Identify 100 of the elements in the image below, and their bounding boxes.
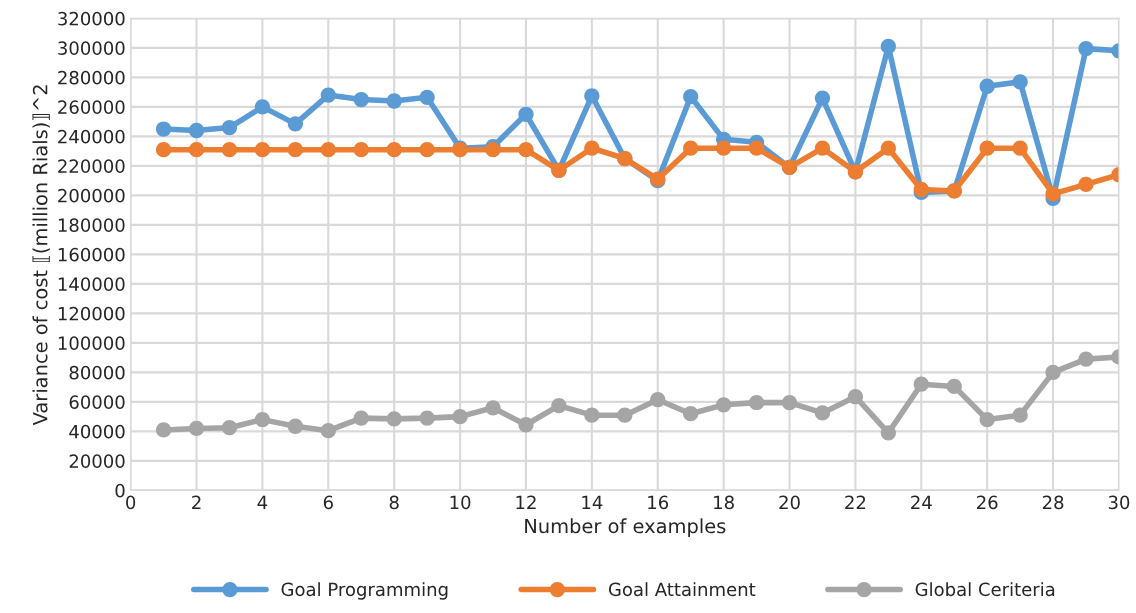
y-tick-label: 0: [115, 483, 125, 498]
point: [1012, 140, 1028, 156]
point: [254, 99, 271, 115]
point: [287, 142, 303, 158]
x-tick-label: 30: [1108, 495, 1130, 510]
y-tick-label: 20000: [69, 454, 125, 469]
point: [221, 119, 238, 136]
x-tick-label: 2: [192, 495, 201, 509]
point: [1045, 186, 1061, 202]
point: [320, 87, 336, 103]
point: [419, 410, 435, 426]
point: [1078, 351, 1094, 367]
x-tick-label: 8: [389, 495, 399, 510]
point: [353, 142, 369, 158]
point: [254, 411, 271, 428]
y-tick-label: 80000: [69, 365, 125, 380]
point: [584, 140, 600, 156]
point: [1012, 74, 1028, 90]
point: [155, 142, 172, 158]
point: [814, 90, 831, 106]
point: [353, 91, 369, 108]
point: [946, 378, 962, 395]
point: [320, 142, 336, 158]
y-tick-label: 300000: [58, 41, 125, 56]
point: [814, 405, 831, 421]
y-tick-label: 220000: [58, 159, 125, 174]
point: [979, 411, 995, 428]
y-tick-label: 100000: [58, 336, 125, 351]
point: [386, 411, 402, 427]
point: [287, 116, 303, 132]
point: [880, 140, 896, 156]
y-tick-label: 260000: [58, 100, 125, 115]
point: [419, 89, 435, 105]
point: [683, 88, 699, 105]
point: [748, 395, 765, 411]
y-tick-label: 180000: [58, 218, 125, 233]
point: [518, 417, 534, 433]
point: [386, 142, 402, 158]
point: [1078, 40, 1094, 57]
point: [748, 140, 765, 156]
point: [551, 397, 567, 414]
point: [617, 407, 633, 423]
x-tick-label: 18: [714, 495, 734, 510]
point: [155, 121, 172, 137]
point: [584, 88, 600, 104]
point: [518, 106, 534, 122]
point: [781, 395, 798, 411]
y-tick-label: 60000: [69, 395, 125, 410]
point: [221, 420, 238, 436]
point: [320, 423, 336, 439]
point: [1045, 364, 1061, 381]
point: [485, 400, 501, 416]
point: [452, 409, 468, 425]
point: [979, 140, 995, 156]
point: [254, 142, 271, 158]
point: [188, 142, 205, 158]
point: [353, 410, 369, 426]
y-tick-label: 40000: [69, 424, 125, 439]
point: [979, 78, 995, 94]
x-axis-title: Number of examples: [525, 518, 726, 538]
point: [715, 140, 732, 156]
x-tick-label: 4: [257, 495, 268, 509]
point: [880, 38, 896, 55]
point: [1078, 176, 1094, 192]
y-tick-label: 160000: [58, 247, 125, 262]
point: [847, 389, 864, 405]
point: [221, 142, 238, 158]
point: [880, 425, 896, 441]
x-tick-label: 28: [1042, 495, 1064, 510]
x-tick-label: 6: [323, 495, 333, 510]
y-tick-label: 200000: [58, 188, 125, 203]
x-tick-label: 0: [126, 495, 136, 510]
x-tick-label: 16: [648, 495, 669, 510]
x-tick-label: 26: [977, 495, 998, 510]
legend-label: Global Ceriteria: [915, 582, 1055, 597]
x-tick-label: 14: [582, 495, 603, 509]
x-tick-label: 24: [911, 495, 932, 509]
legend-label: Goal Programming: [281, 582, 448, 600]
y-tick-label: 280000: [58, 70, 125, 85]
x-tick-label: 20: [779, 495, 800, 510]
point: [155, 422, 172, 438]
point: [913, 376, 929, 392]
x-tick-label: 12: [516, 495, 536, 509]
point: [518, 142, 534, 158]
point: [287, 418, 303, 434]
point: [584, 407, 600, 423]
y-tick-label: 240000: [58, 129, 125, 144]
y-tick-label: 320000: [58, 11, 125, 26]
x-tick-label: 22: [845, 495, 866, 509]
point: [715, 397, 732, 413]
point: [188, 122, 205, 139]
point: [650, 392, 666, 408]
point: [419, 142, 435, 158]
x-tick-label: 10: [450, 495, 471, 510]
legend-label: Goal Attainment: [608, 582, 756, 597]
point: [814, 140, 831, 156]
point: [386, 93, 402, 109]
point: [683, 406, 699, 422]
y-axis-title: Variance of cost ⟦(million Rials)⟧^2: [32, 85, 50, 426]
point: [683, 140, 699, 156]
